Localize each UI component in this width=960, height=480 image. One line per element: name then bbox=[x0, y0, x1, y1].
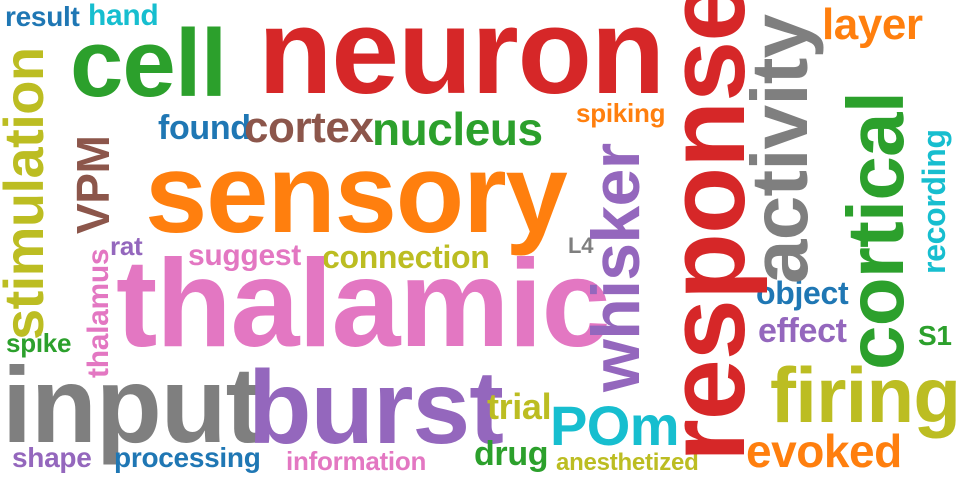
word-whisker: whisker bbox=[578, 143, 654, 392]
word-stimulation: stimulation bbox=[0, 47, 55, 340]
word-anesthetized: anesthetized bbox=[556, 449, 699, 476]
word-firing: firing bbox=[770, 351, 960, 439]
word-drug: drug bbox=[474, 435, 549, 473]
word-layer: layer bbox=[822, 0, 923, 49]
word-S1: S1 bbox=[918, 320, 952, 351]
word-thalamic: thalamic bbox=[116, 235, 610, 373]
word-recording: recording bbox=[916, 129, 952, 274]
word-input: input bbox=[2, 344, 262, 465]
word-neuron: neuron bbox=[258, 0, 665, 119]
word-cell: cell bbox=[70, 10, 227, 117]
word-processing: processing bbox=[114, 442, 261, 473]
word-object: object bbox=[756, 275, 849, 311]
word-sensory: sensory bbox=[145, 131, 568, 256]
word-connection: connection bbox=[322, 239, 490, 275]
word-activity: activity bbox=[735, 14, 824, 284]
word-shape: shape bbox=[12, 442, 92, 473]
word-result: result bbox=[5, 1, 80, 32]
word-spiking: spiking bbox=[576, 98, 666, 128]
word-hand: hand bbox=[88, 0, 159, 32]
word-cortex: cortex bbox=[244, 103, 374, 152]
word-spike: spike bbox=[6, 328, 72, 358]
word-found: found bbox=[158, 109, 251, 147]
word-burst: burst bbox=[248, 350, 504, 466]
word-L4: L4 bbox=[568, 233, 594, 258]
word-evoked: evoked bbox=[746, 425, 902, 477]
word-cortical: cortical bbox=[831, 91, 920, 370]
word-information: information bbox=[286, 446, 427, 476]
word-POm: POm bbox=[550, 394, 680, 457]
word-VPM: VPM bbox=[67, 135, 119, 234]
word-nucleus: nucleus bbox=[372, 103, 543, 155]
word-thalamus: thalamus bbox=[82, 248, 115, 378]
word-trial: trial bbox=[487, 386, 552, 427]
word-effect: effect bbox=[758, 312, 847, 350]
word-suggest: suggest bbox=[188, 239, 301, 272]
word-rat: rat bbox=[110, 231, 143, 261]
